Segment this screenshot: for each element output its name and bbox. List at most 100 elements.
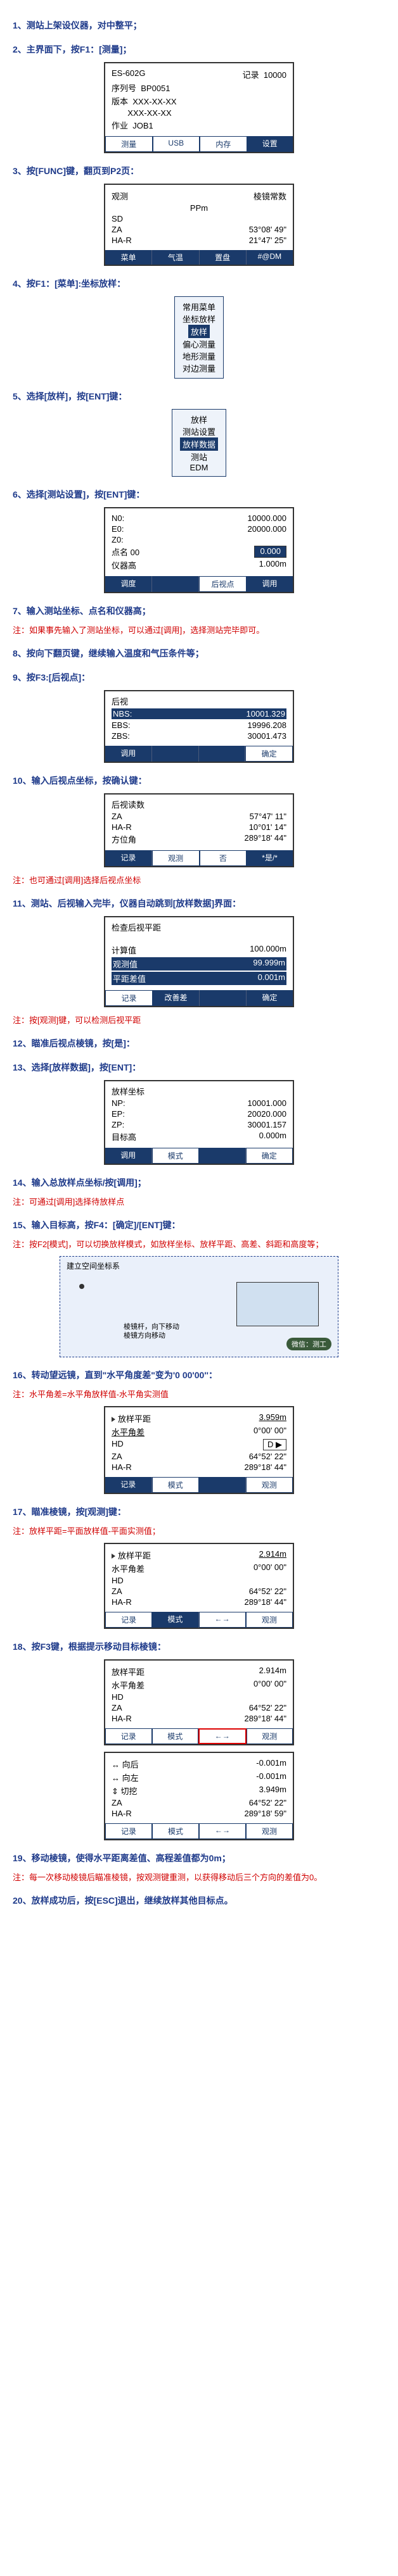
f3[interactable] [200,990,247,1006]
back-value: -0.001m [256,1758,286,1770]
input-box[interactable]: 0.000 [254,546,286,558]
so-data[interactable]: 放样数据 [180,437,218,451]
f4-obs[interactable]: 观测 [246,1477,293,1493]
f2-mode[interactable]: 模式 [152,1148,200,1164]
f2-mode[interactable]: 模式 [152,1612,198,1628]
ep-value: 20020.000 [248,1109,286,1119]
f3-arrow[interactable]: ←→ [199,1612,246,1628]
f4-obs[interactable]: 观测 [247,1728,293,1744]
f4-ok[interactable]: 确定 [246,1148,293,1164]
so-station2[interactable]: 测站 [180,451,218,463]
za-label: ZA [112,225,150,234]
f2-blank[interactable] [152,576,199,592]
f2-obs[interactable]: 观测 [152,850,200,866]
sohd3-label: 放样平距 [112,1666,150,1678]
left-label: 向左 [122,1773,139,1783]
f1-rec[interactable]: 记录 [105,1612,152,1628]
har5-value: 289°18' 44" [244,1714,286,1723]
diff-label: 平距差值 [113,972,151,984]
f4-settings[interactable]: 设置 [247,136,293,152]
f2-temp[interactable]: 气温 [152,250,199,265]
so-edm[interactable]: EDM [180,463,218,472]
f4-obs[interactable]: 观测 [246,1612,293,1628]
f3[interactable] [199,746,246,762]
f2-mode[interactable]: 模式 [152,1728,199,1744]
menu-item-stakeout[interactable]: 放样 [188,325,210,338]
f1-recall[interactable]: 调度 [105,576,152,592]
f1-rec[interactable]: 记录 [105,1728,152,1744]
screen-so16: 放样平距3.959m 水平角差0°00' 00" HDD ▶ ZA64°52' … [104,1406,294,1494]
f1-call[interactable]: 调用 [105,746,152,762]
menu-stakeout: 放样 测站设置 放样数据 测站 EDM [172,409,226,477]
had2-label: 水平角差 [112,1562,150,1574]
har6-value: 289°18' 59" [244,1809,286,1818]
za4-value: 64°52' 22" [249,1586,286,1596]
note-7: 注：如果事先输入了测站坐标，可以通过[调用]，选择测站完毕即可。 [13,624,385,636]
f4-ok[interactable]: 确定 [247,990,293,1006]
step-16: 16、转动望远镜，直到"水平角度差"变为'0 00'00''： [13,1369,385,1381]
np-value: 10001.000 [248,1098,286,1108]
menu-item-coord[interactable]: 坐标放样 [183,313,215,325]
step-7: 7、输入测站坐标、点名和仪器高； [13,605,385,617]
f1-call[interactable]: 调用 [105,1148,152,1164]
f2[interactable] [152,746,199,762]
zp-value: 30001.157 [248,1120,286,1129]
had-value: 0°00' 00" [254,1426,286,1438]
f1-menu[interactable]: 菜单 [105,250,152,265]
version-label: 版本 [112,97,128,106]
screen-so18b: ↔ 向后-0.001m ↔ 向左-0.001m ⇕ 切挖3.949m ZA64°… [104,1752,294,1840]
f3-no[interactable]: 否 [200,850,247,866]
step-3: 3、按[FUNC]键，翻页到P2页： [13,165,385,177]
tri-icon [112,1417,115,1422]
ih-value: 1.000m [259,559,286,571]
zbs-value: 30001.473 [248,731,286,741]
version-value: XXX-XX-XX [132,97,176,106]
f4-yes[interactable]: *是/* [247,850,293,866]
soc-title: 放样坐标 [112,1085,286,1097]
f3-backsight[interactable]: 后视点 [199,576,247,592]
ebs-label: EBS: [112,720,150,730]
diff-value: 0.001m [258,972,285,984]
np-label: NP: [112,1098,150,1108]
har2-value: 10°01' 14" [249,822,286,832]
step-2: 2、主界面下，按F1：[测量]； [13,43,385,56]
f1-rec[interactable]: 记录 [105,850,152,866]
serial-value: BP0051 [141,84,170,93]
f3-arrow[interactable]: ←→ [198,1728,247,1744]
arr2-icon: ↔ [112,1773,120,1783]
menu-item-offset[interactable]: 偏心测量 [183,338,215,350]
f2-usb[interactable]: USB [153,136,200,152]
so-station[interactable]: 测站设置 [180,425,218,437]
f4-edm[interactable]: #@DM [247,250,293,265]
wechat-badge: 微信：测工 [286,1338,331,1350]
f1-rec[interactable]: 记录 [105,1823,152,1839]
prism-label: 棱镜常数 [254,190,286,202]
th-value: 0.000m [259,1131,286,1143]
f1-rec[interactable]: 记录 [105,990,153,1006]
menu-title: 常用菜单 [183,301,215,313]
f3-memory[interactable]: 内存 [200,136,247,152]
f2-mode[interactable]: 模式 [152,1477,200,1493]
f3[interactable] [199,1148,246,1164]
f3[interactable] [199,1477,246,1493]
note-19: 注：每一次移动棱镜后瞄准棱镜，按观测键重测，以获得移动后三个方向的差值为0。 [13,1871,385,1883]
menu-item-topo[interactable]: 地形测量 [183,350,215,362]
f3-setangle[interactable]: 置盘 [200,250,247,265]
f4-call[interactable]: 调用 [247,576,293,592]
note-11: 注：按[观测]键，可以检测后视平距 [13,1014,385,1026]
f1-rec[interactable]: 记录 [105,1477,152,1493]
f3-arrow[interactable]: ←→ [199,1823,246,1839]
bsr-title: 后视读数 [112,798,286,810]
hd3-label: HD [112,1692,150,1702]
f4-obs[interactable]: 观测 [246,1823,293,1839]
f2-mode[interactable]: 模式 [152,1823,199,1839]
f1-measure[interactable]: 测量 [105,136,153,152]
th-label: 目标高 [112,1131,150,1143]
f4-ok[interactable]: 确定 [245,746,293,762]
menu-item-mlm[interactable]: 对边测量 [183,362,215,374]
screen-check: 检查后视平距 计算值100.000m 观测值99.999m 平距差值0.001m… [104,916,294,1007]
step-10: 10、输入后视点坐标，按确认键： [13,774,385,787]
had-label: 水平角差 [112,1426,150,1438]
f2-imp[interactable]: 改善差 [153,990,200,1006]
za5-label: ZA [112,1703,150,1712]
